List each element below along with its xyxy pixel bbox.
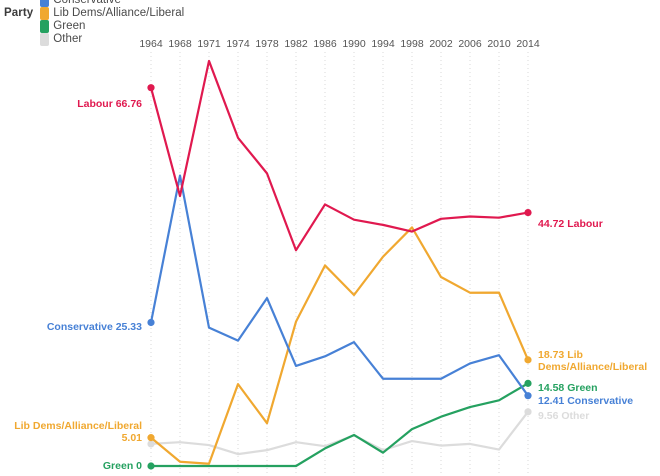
- annotation-line-1: 12.41 Conservative: [538, 395, 634, 407]
- x-tick-label: 1990: [342, 38, 366, 50]
- chart-legend: Party LabourConservativeLib Dems/Allianc…: [0, 0, 193, 46]
- legend-item-conservative[interactable]: Conservative: [40, 0, 193, 7]
- endpoint-marker[interactable]: [147, 462, 155, 470]
- legend-item-label: Conservative: [53, 0, 121, 6]
- series-annotation: 12.41 Conservative: [538, 395, 633, 407]
- series-annotation: 14.58 Green: [538, 382, 598, 394]
- annotation-line-1: 9.56 Other: [538, 410, 590, 422]
- square-swatch-icon: [40, 0, 50, 7]
- series-line-other[interactable]: [149, 410, 530, 456]
- endpoint-marker[interactable]: [147, 440, 155, 448]
- endpoint-marker[interactable]: [524, 208, 532, 217]
- x-tick-label: 1968: [168, 38, 192, 50]
- annotation-line-1: Conservative 25.33: [46, 321, 142, 333]
- annotation-line-2: 5.01: [121, 432, 142, 444]
- endpoint-marker[interactable]: [147, 84, 155, 92]
- series-line-conservative[interactable]: [149, 174, 530, 397]
- x-tick-label: 1994: [371, 38, 395, 50]
- series-lines: [149, 59, 530, 468]
- x-tick-label: 1978: [255, 38, 279, 50]
- gridlines: [150, 52, 529, 474]
- endpoint-marker[interactable]: [524, 379, 532, 387]
- x-tick-label: 1998: [400, 38, 424, 50]
- x-tick-label: 1964: [139, 38, 163, 50]
- x-tick-label: 1986: [313, 38, 337, 50]
- series-line-lib-dems-alliance-liberal[interactable]: [149, 226, 530, 465]
- annotation-line-1: 18.73 Lib: [538, 349, 583, 361]
- square-swatch-icon: [40, 19, 50, 33]
- annotation-line-1: Lib Dems/Alliance/Liberal: [14, 420, 142, 432]
- square-swatch-icon: [40, 32, 50, 46]
- x-tick-label: 2014: [516, 38, 540, 50]
- endpoint-marker[interactable]: [147, 318, 155, 327]
- endpoint-marker[interactable]: [147, 434, 155, 442]
- square-swatch-icon: [40, 6, 50, 20]
- endpoint-marker[interactable]: [524, 408, 532, 416]
- annotation-line-1: Green 0: [102, 460, 142, 472]
- series-line-green[interactable]: [149, 382, 530, 468]
- endpoint-marker[interactable]: [524, 356, 532, 364]
- legend-items: LabourConservativeLib Dems/Alliance/Libe…: [40, 0, 193, 46]
- series-annotation: Lib Dems/Alliance/Liberal 5.01: [14, 420, 142, 444]
- annotation-line-2: Dems/Alliance/Liberal: [538, 361, 648, 373]
- series-annotation: Conservative 25.33: [47, 321, 142, 333]
- legend-item-lib-dems-alliance-liberal[interactable]: Lib Dems/Alliance/Liberal: [40, 6, 193, 20]
- annotation-line-1: 14.58 Green: [538, 382, 598, 394]
- x-tick-label: 1974: [226, 38, 250, 50]
- series-annotation: 44.72 Labour: [538, 218, 603, 230]
- annotation-line-1: Labour 66.76: [77, 98, 142, 110]
- legend-item-label: Green: [53, 20, 86, 32]
- series-endpoint-markers: [147, 84, 532, 470]
- legend-item-label: Lib Dems/Alliance/Liberal: [53, 7, 185, 19]
- series-annotation: Green 0: [103, 460, 142, 472]
- legend-title: Party: [4, 7, 34, 19]
- x-tick-label: 2006: [458, 38, 482, 50]
- endpoint-marker[interactable]: [524, 392, 532, 400]
- annotation-line-1: 44.72 Labour: [538, 218, 603, 230]
- legend-item-label: Other: [53, 33, 83, 45]
- x-tick-label: 1982: [284, 38, 308, 50]
- series-annotation: 18.73 Lib Dems/Alliance/Liberal: [538, 349, 647, 373]
- legend-item-green[interactable]: Green: [40, 19, 193, 33]
- series-line-labour[interactable]: [149, 59, 530, 252]
- series-annotation: 9.56 Other: [538, 410, 589, 422]
- series-annotation: Labour 66.76: [77, 98, 142, 110]
- x-axis: 1964 1968 1971 1974 1978 1982 1986 1990 1994 1998…: [0, 38, 660, 52]
- x-tick-label: 2002: [429, 38, 453, 50]
- x-tick-label: 2010: [487, 38, 511, 50]
- legend-item-other[interactable]: Other: [40, 32, 193, 46]
- x-tick-label: 1971: [197, 38, 221, 50]
